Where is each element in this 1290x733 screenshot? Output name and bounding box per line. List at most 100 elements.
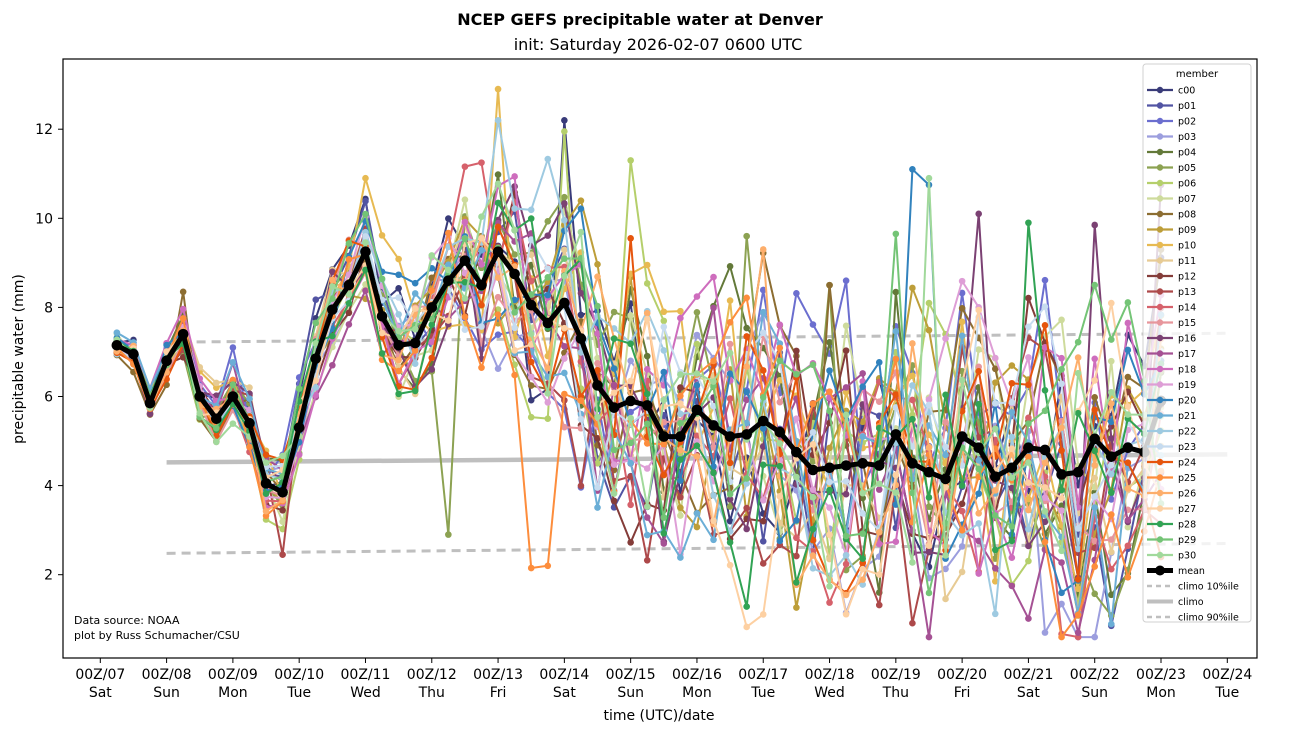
member-point [677, 446, 684, 454]
member-point [461, 235, 469, 242]
member-point [577, 482, 585, 490]
member-point [975, 434, 982, 441]
mean-point [940, 473, 951, 485]
member-point [826, 388, 833, 395]
member-point [759, 367, 767, 374]
legend-item-p20: p20 [1147, 396, 1196, 407]
member-point [975, 490, 982, 497]
member-point [693, 442, 701, 450]
member-point [610, 490, 618, 497]
member-point [793, 347, 800, 355]
legend-label: p24 [1178, 458, 1196, 469]
member-point [627, 377, 634, 385]
x-tick-day-label: Sat [553, 685, 576, 701]
member-point [660, 530, 668, 537]
x-axis: 00Z/07 Sat 00Z/08 Sun 00Z/09 Mon 00Z/10 Tue 00Z/… [75, 658, 1252, 701]
mean-point [244, 417, 255, 429]
member-point [511, 226, 518, 234]
member-point [594, 261, 601, 268]
member-point [1124, 411, 1132, 418]
member-point [1041, 344, 1049, 351]
member-point [1091, 462, 1099, 469]
member-point [925, 326, 933, 334]
x-tick-day-label: Sat [1017, 685, 1040, 701]
legend-marker [1156, 86, 1164, 94]
legend-label: p10 [1178, 241, 1196, 252]
member-point [561, 116, 568, 124]
mean-point [824, 462, 835, 474]
member-point [577, 311, 585, 319]
member-point [262, 451, 270, 459]
mean-point [592, 380, 603, 391]
member-point [743, 294, 750, 302]
mean-point [857, 458, 868, 469]
member-point [826, 486, 833, 494]
member-point [461, 295, 469, 302]
legend-label: p08 [1178, 210, 1196, 221]
legend-label: p25 [1178, 473, 1196, 484]
legend-label: p22 [1178, 427, 1196, 438]
member-point [677, 456, 684, 463]
member-point [710, 469, 717, 477]
legend-label: p07 [1178, 194, 1196, 205]
y-tick-label: 10 [35, 211, 53, 227]
mean-point [277, 486, 288, 498]
member-point [875, 601, 883, 609]
member-point [942, 552, 949, 559]
mean-point [741, 429, 752, 440]
member-point [1091, 221, 1099, 229]
member-point [478, 159, 485, 166]
member-point [627, 459, 634, 467]
member-point [643, 315, 651, 323]
member-point [1025, 525, 1032, 533]
member-point [411, 305, 419, 312]
member-point [1058, 495, 1065, 502]
member-point [875, 398, 883, 406]
x-tick-label: 00Z/24 [1202, 667, 1252, 683]
member-point [627, 157, 634, 164]
x-tick-day-label: Sun [617, 685, 644, 701]
legend-item-p06: p06 [1147, 179, 1196, 190]
member-point [544, 232, 552, 239]
member-point [527, 358, 535, 366]
legend-label: p27 [1178, 504, 1196, 515]
member-point [743, 388, 750, 396]
member-point [677, 419, 684, 427]
member-point [842, 532, 850, 540]
mean-point [211, 413, 222, 425]
member-point [362, 239, 369, 246]
member-point [842, 277, 850, 284]
member-point [925, 589, 933, 597]
legend-item-p05: p05 [1147, 163, 1196, 174]
member-point [677, 504, 684, 511]
member-point [1025, 453, 1032, 461]
member-point [1025, 615, 1032, 622]
member-point [743, 333, 750, 340]
member-point [1058, 502, 1065, 509]
member-point [1124, 516, 1132, 524]
member-point [594, 354, 601, 362]
member-point [179, 288, 187, 296]
x-tick-label: 00Z/09 [208, 667, 258, 683]
member-point [1008, 433, 1016, 441]
x-tick-label: 00Z/22 [1070, 667, 1120, 683]
mean-point [873, 460, 885, 471]
member-point [577, 349, 585, 356]
member-point [991, 512, 999, 519]
member-point [991, 400, 999, 407]
legend-label: p13 [1178, 287, 1196, 298]
member-point [776, 377, 784, 384]
mean-point [227, 391, 239, 402]
legend-marker [1156, 551, 1164, 559]
member-point [1074, 354, 1082, 361]
member-point [594, 504, 601, 511]
member-point [577, 289, 585, 297]
member-point [726, 495, 734, 503]
member-point [677, 384, 684, 391]
member-point [726, 517, 734, 525]
member-point [859, 494, 866, 502]
member-point [991, 354, 999, 362]
member-point [759, 461, 767, 469]
member-point [710, 402, 717, 410]
member-point [643, 261, 651, 269]
